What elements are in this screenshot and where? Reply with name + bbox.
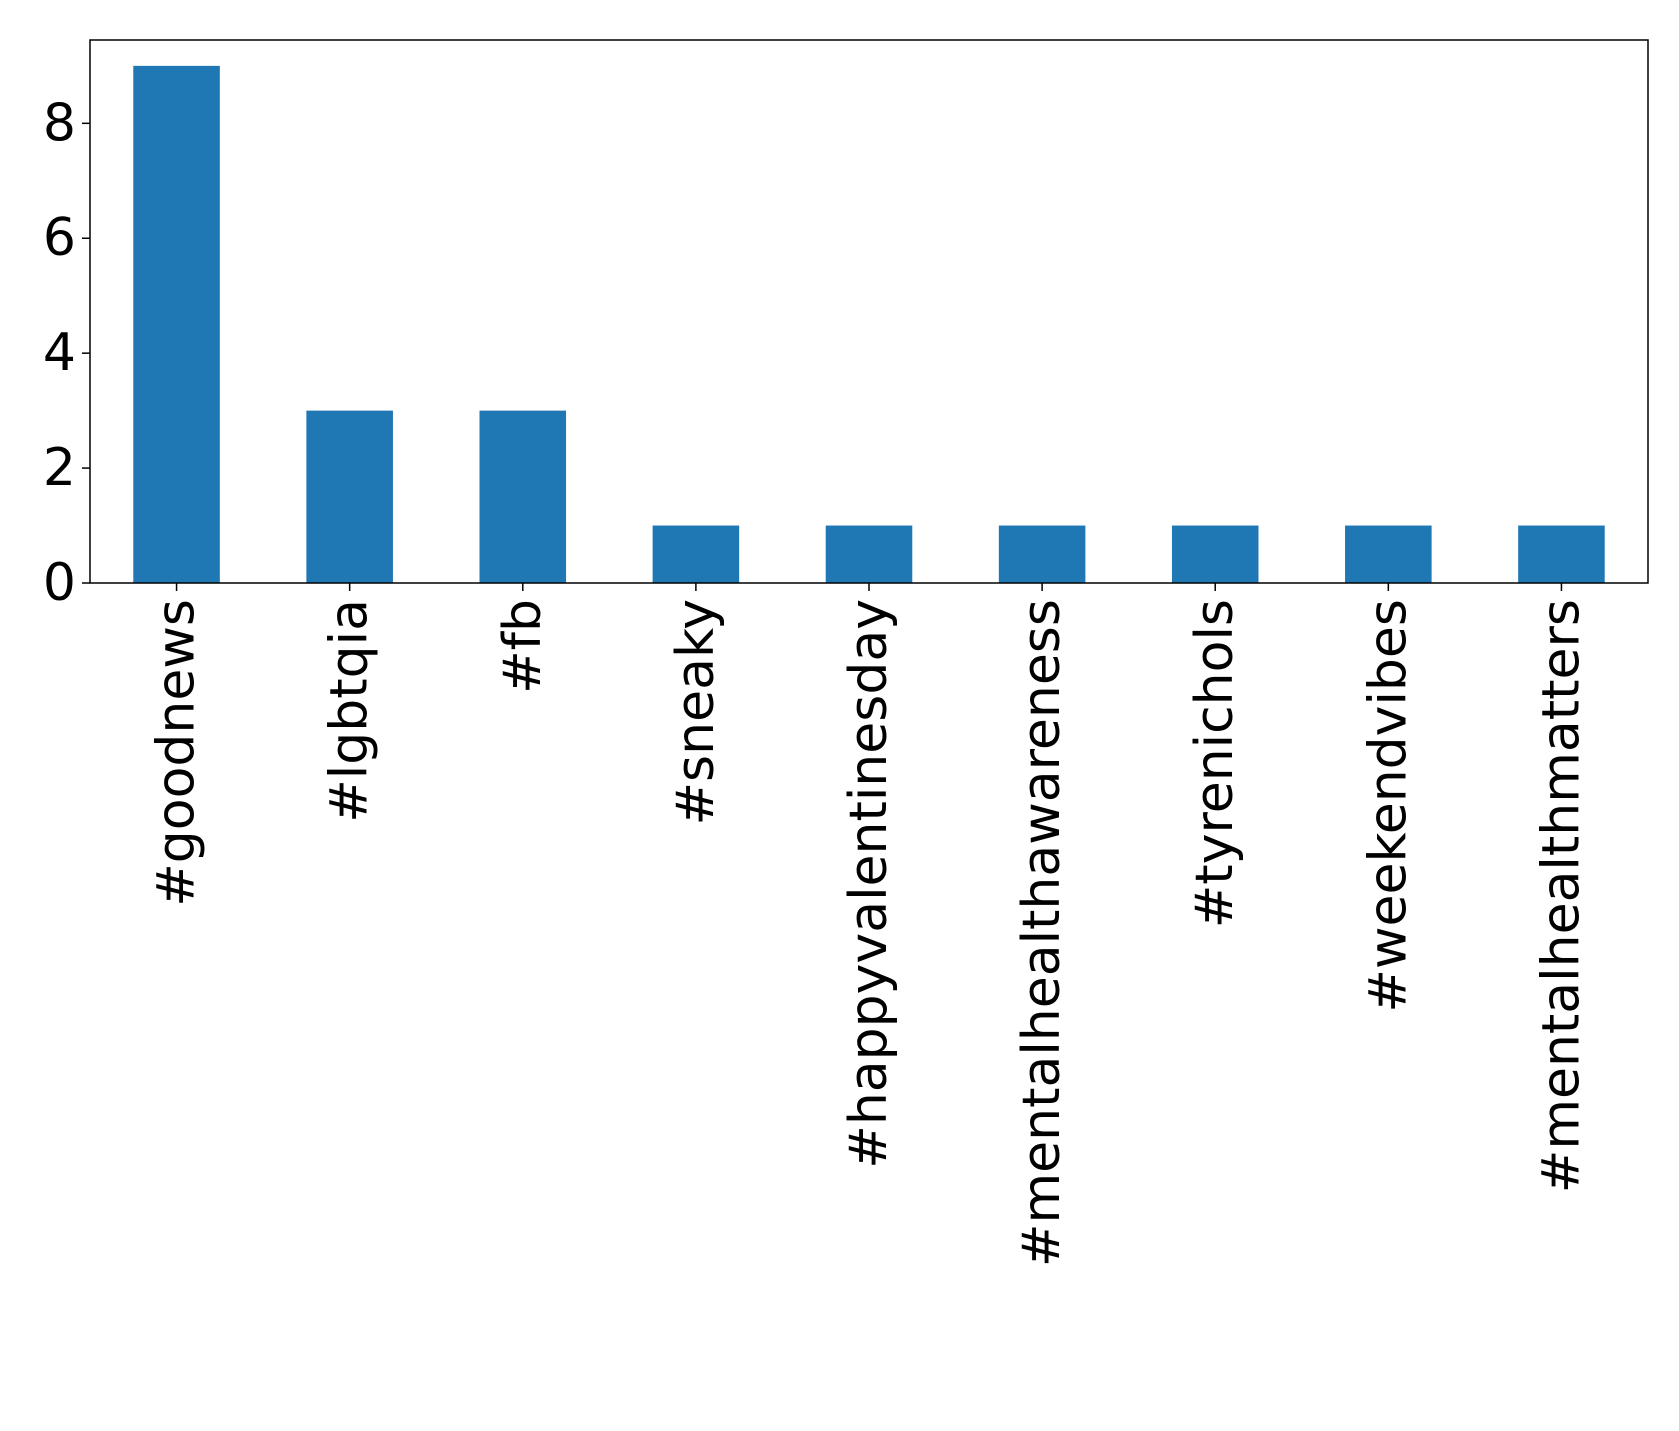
bar — [133, 65, 220, 584]
x-tick-label: #happyvalentinesday — [839, 599, 899, 1169]
x-tick-label: #goodnews — [147, 599, 207, 907]
bar — [652, 525, 740, 583]
bar — [825, 525, 913, 583]
x-tick-label: #mentalhealthawareness — [1012, 599, 1072, 1267]
bar — [1171, 525, 1259, 583]
x-tick-label: #lgbtqia — [320, 599, 380, 823]
y-tick-label: 6 — [43, 208, 76, 268]
x-tick-label: #weekendvibes — [1358, 599, 1418, 1013]
y-tick-label: 4 — [43, 323, 76, 383]
y-tick-label: 0 — [43, 553, 76, 613]
bar — [306, 410, 393, 583]
bar — [479, 410, 567, 583]
bars-group — [133, 65, 1605, 584]
axes-frame — [89, 39, 1649, 584]
x-tick-label: #tyrenichols — [1185, 599, 1245, 928]
x-tick-label: #sneaky — [666, 599, 726, 826]
bar — [1518, 525, 1605, 583]
y-tick-label: 2 — [43, 438, 76, 498]
x-tick-label: #mentalhealthmatters — [1531, 599, 1591, 1193]
bar — [1345, 525, 1432, 583]
bar — [998, 525, 1086, 583]
x-tick-label: #fb — [493, 599, 553, 694]
y-axis: 0 2 4 6 8 — [43, 93, 90, 613]
x-axis: #goodnews #lgbtqia #fb #sneaky #happyvalenti… — [147, 583, 1591, 1267]
y-tick-label: 8 — [43, 93, 76, 153]
